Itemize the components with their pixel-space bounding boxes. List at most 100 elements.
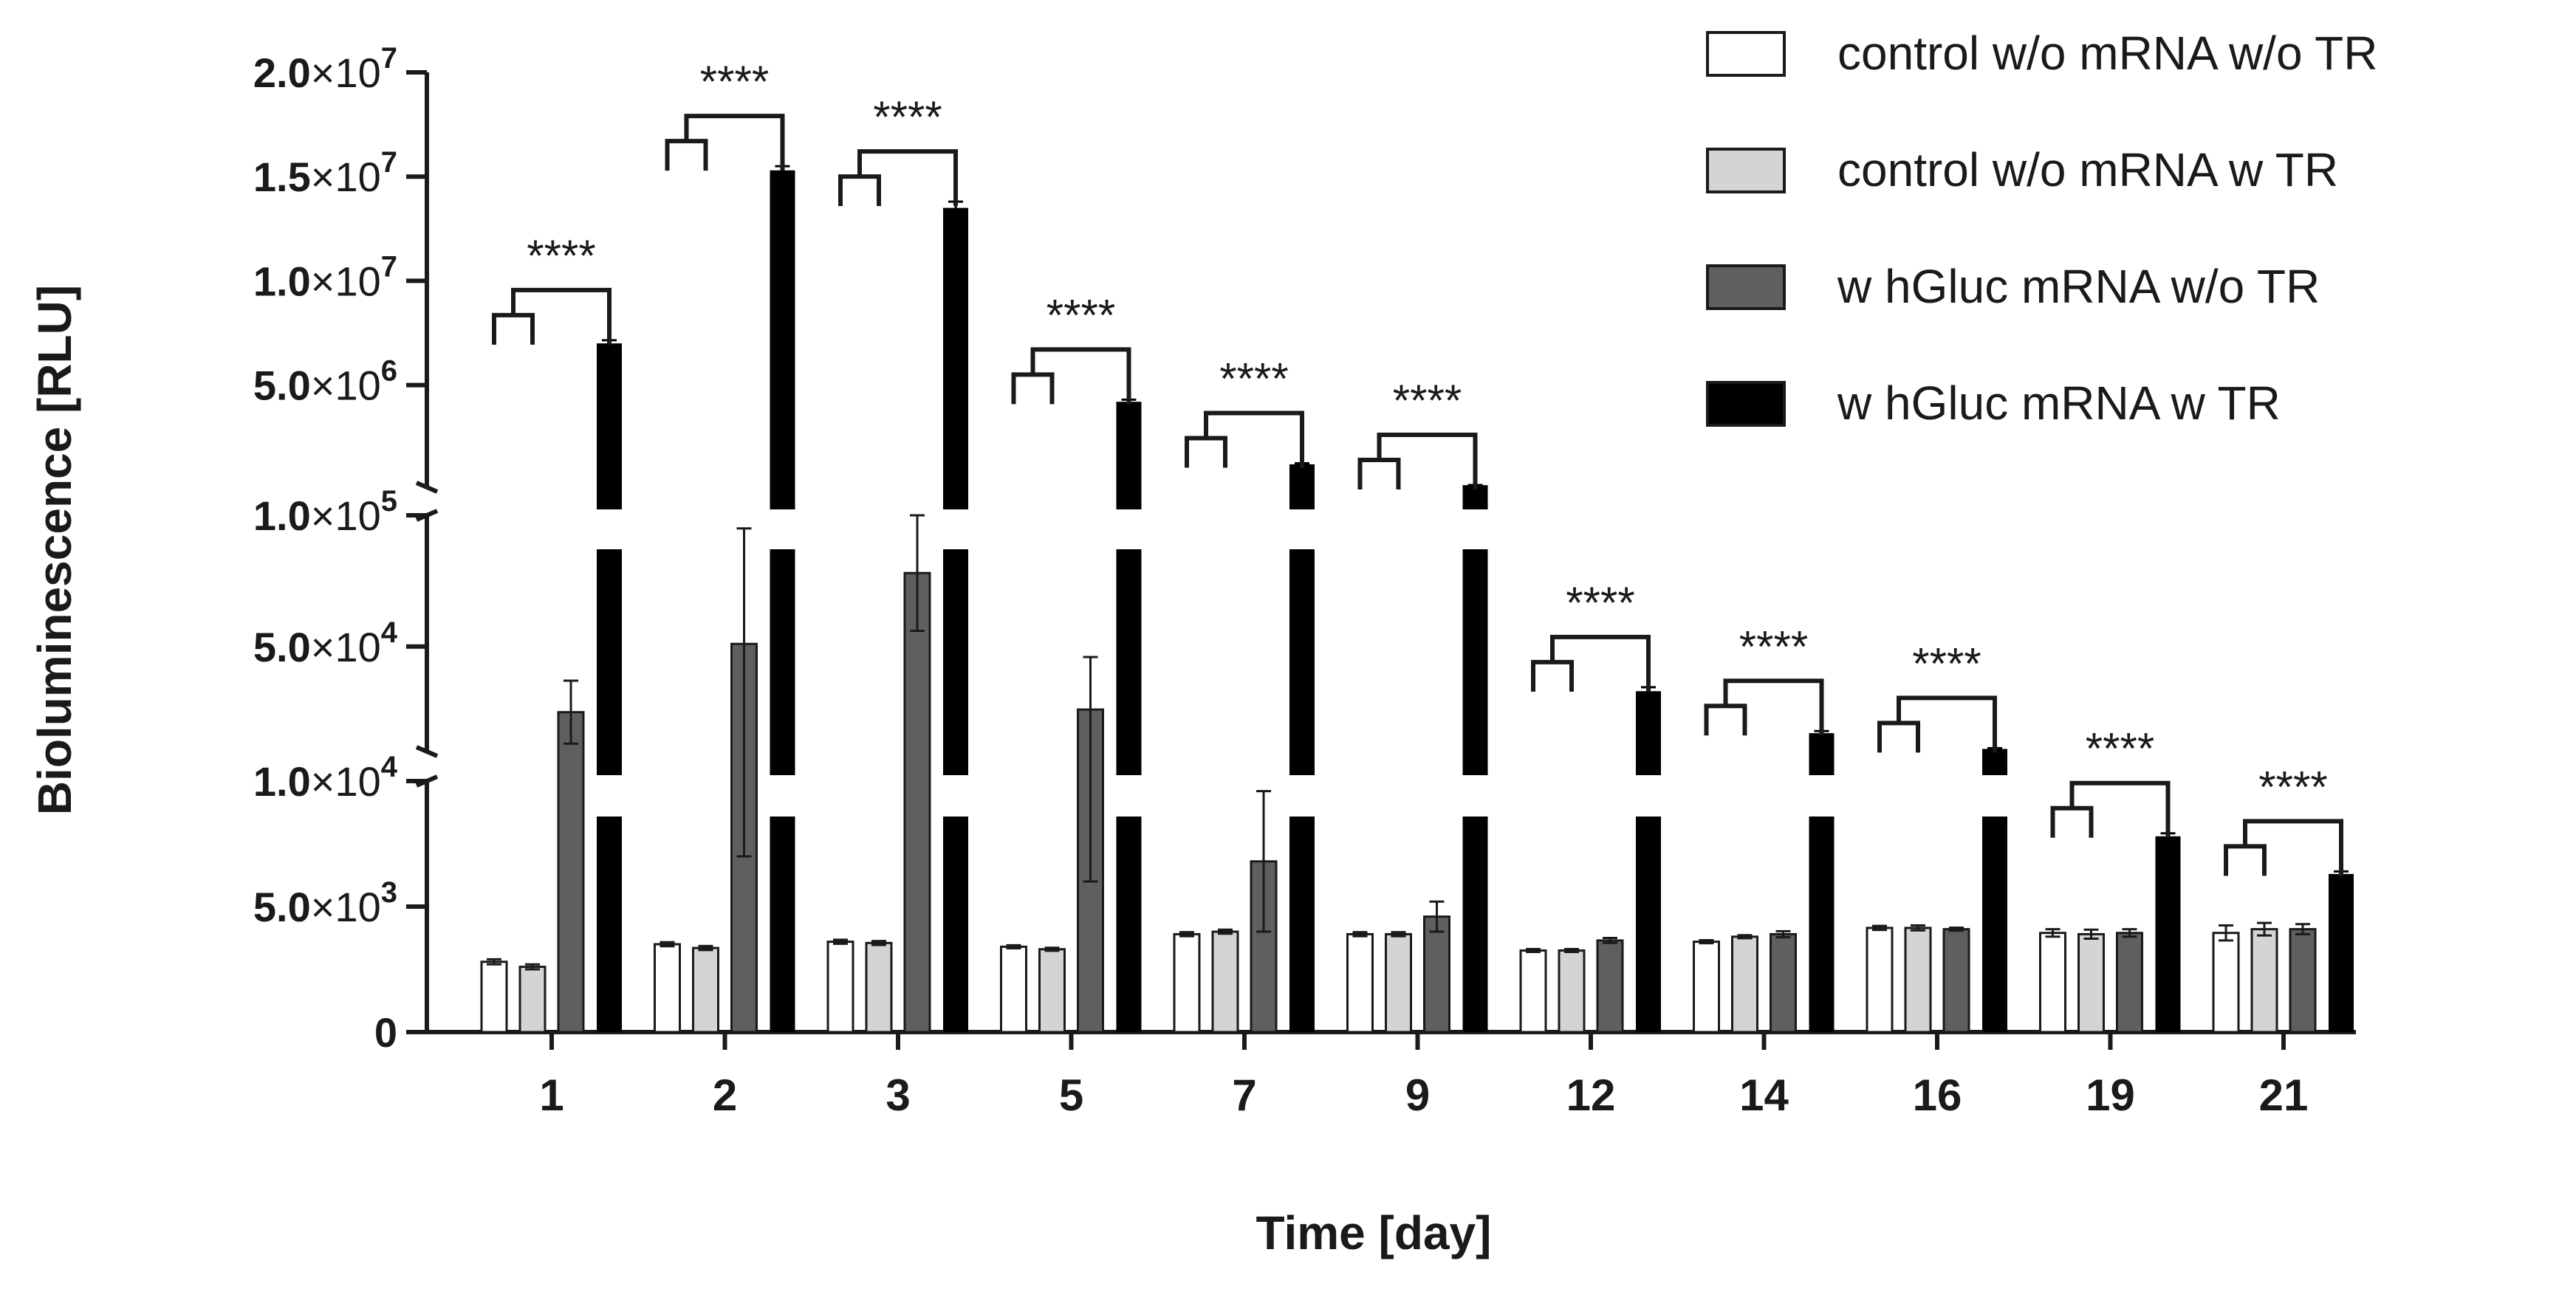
y-tick-label: 1.0×105	[253, 485, 397, 539]
error-bar-day5-series2	[1044, 946, 1060, 952]
error-bar-day9-series2	[1391, 931, 1406, 938]
bar-day21-series4	[2329, 873, 2354, 1032]
legend-item-2: control w/o mRNA w TR	[1706, 143, 2338, 196]
bar-day7-series2	[1211, 930, 1239, 1034]
legend-label: control w/o mRNA w TR	[1837, 143, 2338, 196]
bar-day5-series4	[1116, 402, 1142, 1032]
y-tick-label: 1.0×107	[253, 250, 397, 304]
error-bar-day3-series1	[833, 938, 848, 945]
x-tick-label: 21	[2259, 1070, 2309, 1120]
axis-break-mark	[415, 481, 439, 494]
bar-day21-series2	[2250, 928, 2278, 1034]
bar-day19-series2	[2077, 932, 2105, 1034]
bar-day16-series1	[1866, 927, 1894, 1034]
bar-break-gap	[940, 509, 971, 549]
significance-bracket-day7: ****	[1185, 354, 1304, 468]
error-bar-day19-series2	[2083, 928, 2099, 941]
significance-bracket-day3: ****	[838, 92, 958, 207]
significance-bracket-day9: ****	[1357, 376, 1478, 490]
bar-day21-series1	[2212, 932, 2240, 1034]
legend-item-1: control w/o mRNA w/o TR	[1706, 27, 2377, 80]
bar-day12-series2	[1558, 949, 1586, 1034]
x-tick-label: 2	[713, 1070, 737, 1120]
bar-day21-series3	[2289, 928, 2317, 1034]
y-axis-title: Bioluminescence [RLU]	[28, 285, 81, 815]
significance-bracket-day1: ****	[492, 231, 612, 345]
y-tick-label: 5.0×104	[253, 616, 398, 670]
bar-day9-series4	[1462, 485, 1488, 1032]
error-bar-day21-series1	[2219, 924, 2233, 942]
bar-day7-series4	[1289, 464, 1315, 1032]
y-tick-label: 5.0×103	[253, 876, 397, 930]
error-bar-day3-series3	[910, 514, 925, 632]
error-bar-day7-series1	[1179, 931, 1194, 938]
bar-day19-series4	[2155, 836, 2181, 1032]
bar-day1-series3	[557, 711, 585, 1034]
error-bar-day19-series1	[2045, 928, 2061, 938]
bar-day19-series1	[2039, 932, 2066, 1034]
error-bar-day14-series2	[1737, 934, 1753, 940]
significance-label: ****	[2086, 724, 2154, 774]
x-tick-label: 9	[1405, 1070, 1430, 1120]
bar-break-gap	[594, 775, 625, 817]
error-bars	[487, 165, 2349, 971]
x-tick-label: 5	[1059, 1070, 1083, 1120]
bar-break-gap	[767, 775, 798, 817]
significance-bracket-day14: ****	[1704, 622, 1824, 736]
error-bar-day9-series3	[1429, 900, 1445, 933]
error-bar-day12-series3	[1603, 937, 1617, 944]
error-bar-day14-series3	[1775, 929, 1791, 938]
y-tick-label: 2.0×107	[253, 42, 397, 96]
significance-bracket-day16: ****	[1877, 639, 1997, 753]
error-bar-day1-series3	[564, 679, 578, 745]
legend: control w/o mRNA w/o TR control w/o mRNA …	[1706, 27, 2377, 430]
bar-break-gap	[1979, 775, 2010, 817]
bar-break-gap	[1633, 775, 1664, 817]
bar-break-gap	[1806, 775, 1837, 817]
significance-label: ****	[527, 231, 595, 281]
error-bar-day5-series1	[1006, 943, 1021, 949]
bar-break-gap	[594, 509, 625, 549]
error-bar-day9-series1	[1352, 931, 1368, 938]
bar-break-gap	[940, 775, 971, 817]
legend-label: control w/o mRNA w/o TR	[1837, 27, 2377, 80]
bar-day14-series3	[1770, 932, 1797, 1034]
x-tick-label: 3	[886, 1070, 910, 1120]
bar-break-gap	[1113, 509, 1145, 549]
x-axis-title: Time [day]	[1256, 1206, 1492, 1259]
bar-day3-series4	[943, 207, 968, 1032]
y-tick-label: 0	[374, 1009, 397, 1056]
error-bar-day21-series3	[2295, 923, 2310, 935]
error-bar-day19-series3	[2122, 928, 2137, 938]
bar-day16-series3	[1942, 928, 1970, 1034]
bar-break-gap	[1287, 775, 1318, 817]
bar-day12-series4	[1636, 691, 1661, 1032]
bar-day14-series2	[1731, 935, 1758, 1034]
bar-day5-series2	[1038, 948, 1066, 1034]
bar-day1-series4	[597, 343, 622, 1032]
legend-swatch	[1706, 31, 1786, 77]
bar-day12-series1	[1519, 949, 1547, 1034]
error-bar-day3-series2	[871, 940, 886, 946]
bar-day19-series3	[2116, 932, 2143, 1034]
legend-swatch	[1706, 381, 1786, 427]
error-bar-day1-series1	[487, 958, 501, 966]
axes	[406, 70, 2356, 1050]
bar-day12-series3	[1596, 939, 1624, 1034]
significance-annotations: **** **** **** **** **** **** **** **** **** ****…	[492, 57, 2343, 876]
legend-item-4: w hGluc mRNA w TR	[1706, 377, 2281, 430]
bar-break-gap	[1113, 775, 1145, 817]
legend-swatch	[1706, 264, 1786, 310]
error-bar-day16-series1	[1872, 924, 1887, 932]
bar-day7-series1	[1173, 932, 1201, 1034]
x-tick-label: 12	[1566, 1070, 1616, 1120]
y-tick-label: 5.0×106	[253, 355, 397, 409]
bar-day14-series1	[1693, 941, 1720, 1034]
error-bar-day2-series1	[660, 941, 675, 948]
bar-day2-series1	[654, 943, 681, 1034]
x-tick-label: 7	[1232, 1070, 1256, 1120]
error-bar-day2-series2	[698, 944, 713, 952]
bar-break-gap	[767, 509, 798, 549]
error-bar-day7-series3	[1256, 790, 1271, 933]
